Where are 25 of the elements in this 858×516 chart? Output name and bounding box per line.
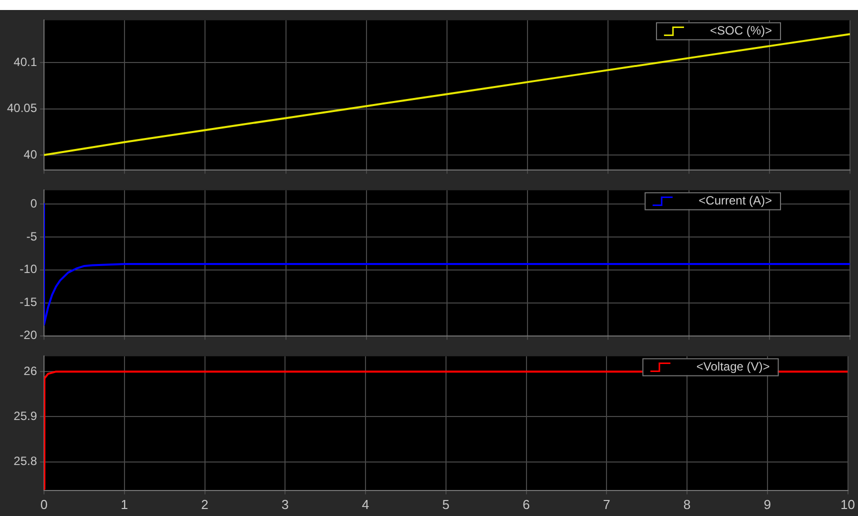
y-tick-label: 40.1 [14,54,38,69]
y-tick-label: -5 [26,229,38,244]
legend-label: <Current (A)> [698,194,772,208]
legend-label: <Voltage (V)> [696,360,770,374]
x-tick-label: 10 [840,496,856,512]
x-tick-label: 9 [764,496,772,512]
y-tick-label: 40.05 [6,101,38,116]
x-tick-label: 7 [603,496,610,512]
x-tick-label: 2 [201,496,208,512]
x-tick-label: 4 [362,496,370,512]
x-tick-label: 5 [442,496,450,512]
x-tick-label: 0 [40,496,48,512]
x-tick-label: 8 [683,496,691,512]
x-tick-label: 3 [282,496,289,512]
y-tick-label: -10 [20,262,38,276]
y-tick-label: -20 [20,328,38,342]
y-tick-label: 25.8 [14,454,38,468]
y-tick-label: 25.9 [14,409,38,424]
y-tick-label: 40 [24,147,38,162]
x-tick-label: 1 [120,496,128,512]
legend-label: <SOC (%)> [710,24,772,38]
x-tick-label: 6 [522,496,530,512]
y-tick-label: 0 [30,196,38,210]
y-tick-label: -15 [20,295,38,310]
y-tick-label: 26 [24,364,38,378]
